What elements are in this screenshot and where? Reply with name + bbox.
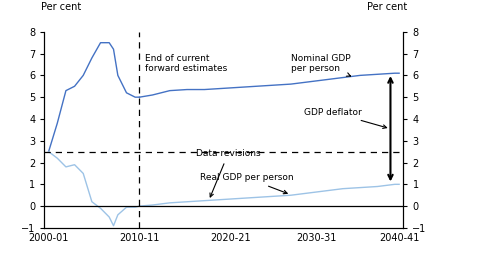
Text: End of current
forward estimates: End of current forward estimates [145,54,227,73]
Text: Data revisions: Data revisions [196,149,260,197]
Text: GDP deflator: GDP deflator [304,108,387,129]
Text: Per cent: Per cent [41,2,81,12]
Text: Nominal GDP
per person: Nominal GDP per person [291,54,351,76]
Text: Per cent: Per cent [367,2,407,12]
Text: Real GDP per person: Real GDP per person [200,173,294,194]
